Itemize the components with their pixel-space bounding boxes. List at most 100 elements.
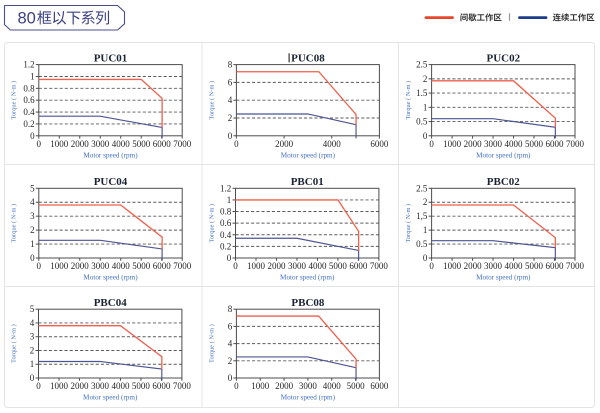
svg-text:6: 6 (228, 77, 233, 87)
svg-text:5000: 5000 (132, 261, 151, 271)
svg-text:4000: 4000 (505, 139, 524, 149)
svg-text:Torque ( N-m ): Torque ( N-m ) (405, 204, 412, 243)
svg-text:6000: 6000 (370, 381, 389, 391)
svg-text:4000: 4000 (308, 261, 327, 271)
svg-text:7000: 7000 (370, 261, 389, 271)
svg-text:0: 0 (30, 373, 35, 383)
svg-text:0: 0 (228, 373, 233, 383)
svg-text:5000: 5000 (132, 139, 151, 149)
svg-text:0.4: 0.4 (220, 230, 232, 240)
svg-text:80: 80 (18, 9, 36, 27)
svg-text:PBC01: PBC01 (291, 176, 324, 188)
svg-text:7000: 7000 (566, 139, 585, 149)
svg-text:7000: 7000 (173, 139, 192, 149)
svg-text:3000: 3000 (299, 381, 318, 391)
svg-text:7000: 7000 (566, 261, 585, 271)
svg-text:Motor speed (rpm): Motor speed (rpm) (83, 394, 138, 402)
svg-text:1: 1 (423, 102, 428, 112)
svg-text:8: 8 (228, 60, 233, 70)
svg-text:0: 0 (37, 139, 42, 149)
svg-text:2: 2 (30, 225, 35, 235)
svg-text:Motor speed (rpm): Motor speed (rpm) (280, 274, 335, 282)
svg-text:4000: 4000 (323, 381, 342, 391)
svg-text:4: 4 (30, 197, 35, 207)
svg-text:2.5: 2.5 (416, 183, 428, 193)
svg-text:8: 8 (228, 304, 233, 314)
svg-text:5: 5 (30, 183, 35, 193)
svg-text:Torque ( N-m ): Torque ( N-m ) (209, 204, 216, 243)
svg-text:2000: 2000 (71, 139, 90, 149)
svg-text:0.5: 0.5 (416, 239, 428, 249)
svg-text:6000: 6000 (153, 261, 172, 271)
svg-text:2000: 2000 (70, 381, 89, 391)
svg-text:6000: 6000 (370, 139, 389, 149)
svg-text:0: 0 (423, 131, 428, 141)
svg-text:4000: 4000 (505, 261, 524, 271)
svg-text:6: 6 (228, 321, 233, 331)
svg-text:2.5: 2.5 (416, 60, 428, 70)
svg-text:1000: 1000 (443, 139, 462, 149)
svg-text:Torque ( N-m ): Torque ( N-m ) (11, 204, 18, 243)
svg-text:5000: 5000 (329, 261, 348, 271)
svg-text:Motor speed (rpm): Motor speed (rpm) (83, 151, 138, 159)
svg-text:1000: 1000 (50, 261, 69, 271)
svg-text:6000: 6000 (153, 139, 172, 149)
svg-text:Torque ( N-m ): Torque ( N-m ) (209, 81, 216, 120)
svg-text:0.6: 0.6 (23, 95, 35, 105)
svg-text:5000: 5000 (525, 139, 544, 149)
svg-text:2000: 2000 (464, 261, 483, 271)
svg-text:1: 1 (227, 195, 232, 205)
svg-text:2: 2 (30, 345, 35, 355)
svg-text:3000: 3000 (91, 381, 110, 391)
svg-text:7000: 7000 (173, 261, 192, 271)
svg-text:PBC04: PBC04 (94, 297, 128, 309)
svg-text:2000: 2000 (275, 381, 294, 391)
svg-text:0.8: 0.8 (23, 83, 35, 93)
svg-text:6000: 6000 (152, 381, 171, 391)
svg-text:1: 1 (30, 359, 35, 369)
svg-text:1000: 1000 (443, 261, 462, 271)
svg-text:2000: 2000 (275, 139, 294, 149)
svg-text:2000: 2000 (71, 261, 90, 271)
svg-text:4000: 4000 (112, 261, 131, 271)
svg-text:3000: 3000 (484, 261, 503, 271)
svg-text:0.4: 0.4 (23, 107, 35, 117)
svg-text:1.2: 1.2 (220, 183, 231, 193)
svg-text:2000: 2000 (464, 139, 483, 149)
svg-text:2: 2 (228, 113, 233, 123)
svg-text:0: 0 (227, 253, 232, 263)
svg-text:PUC02: PUC02 (486, 52, 520, 64)
svg-text:2: 2 (423, 197, 428, 207)
svg-text:0.8: 0.8 (220, 207, 232, 217)
svg-text:1: 1 (423, 225, 428, 235)
svg-text:1000: 1000 (50, 139, 69, 149)
svg-text:4000: 4000 (112, 139, 131, 149)
svg-text:Motor speed (rpm): Motor speed (rpm) (83, 274, 138, 282)
svg-text:4000: 4000 (323, 139, 342, 149)
svg-text:5000: 5000 (347, 381, 366, 391)
svg-text:Torque ( N-m ): Torque ( N-m ) (209, 324, 216, 363)
svg-text:0: 0 (228, 131, 233, 141)
svg-text:4: 4 (30, 318, 35, 328)
svg-text:1000: 1000 (247, 261, 266, 271)
svg-text:6000: 6000 (349, 261, 368, 271)
svg-text:2: 2 (228, 356, 233, 366)
svg-text:1.5: 1.5 (416, 88, 428, 98)
svg-text:4000: 4000 (111, 381, 130, 391)
svg-text:0: 0 (429, 139, 434, 149)
svg-text:0: 0 (234, 139, 239, 149)
svg-text:0: 0 (233, 261, 238, 271)
svg-text:0: 0 (37, 261, 42, 271)
svg-text:Torque ( N-m ): Torque ( N-m ) (405, 81, 412, 120)
svg-text:0: 0 (429, 261, 434, 271)
svg-text:1000: 1000 (50, 381, 69, 391)
svg-text:2: 2 (423, 74, 428, 84)
svg-text:PBC02: PBC02 (487, 176, 521, 188)
svg-text:6000: 6000 (546, 139, 565, 149)
svg-text:Torque ( N-m ): Torque ( N-m ) (11, 324, 18, 363)
svg-text:0: 0 (234, 381, 239, 391)
svg-text:0: 0 (423, 253, 428, 263)
svg-text:Motor speed (rpm): Motor speed (rpm) (476, 151, 531, 159)
svg-text:Motor speed (rpm): Motor speed (rpm) (281, 394, 336, 402)
svg-text:0.5: 0.5 (416, 117, 428, 127)
